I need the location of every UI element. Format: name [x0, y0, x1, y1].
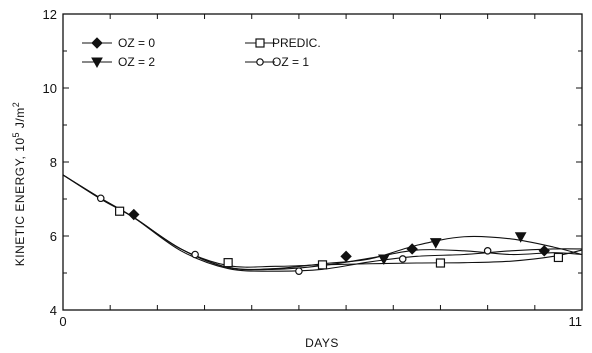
series-marker-0 — [128, 208, 140, 221]
y-tick-label: 8 — [50, 155, 57, 170]
axis-tick-labels: 4 6 8 10 12 0 11 — [43, 7, 582, 329]
legend-label: OZ = 2 — [118, 55, 155, 69]
y-tick-label: 6 — [50, 229, 57, 244]
series-marker-3 — [96, 194, 105, 203]
series-marker-1 — [429, 238, 442, 249]
y-axis-label-unit: J/m — [13, 107, 27, 132]
y-tick-label: 4 — [50, 303, 57, 318]
y-axis-label-main: KINETIC ENERGY, 10 — [13, 137, 27, 266]
y-axis-label-exponent: 5 — [11, 132, 21, 138]
series-marker-3 — [295, 267, 303, 275]
legend-label: PREDIC. — [272, 36, 321, 50]
y-tick-label: 10 — [43, 81, 57, 96]
series-marker-0 — [538, 245, 550, 257]
x-tick-label: 0 — [59, 314, 66, 329]
axis-ticks — [63, 13, 582, 311]
x-axis-label: DAYS — [305, 336, 339, 350]
series-marker-2 — [223, 258, 233, 268]
series-marker-2 — [435, 258, 446, 268]
series-line-3 — [62, 174, 583, 272]
series-marker-0 — [406, 243, 418, 255]
y-axis-label: KINETIC ENERGY, 105 J/m2 — [11, 102, 27, 267]
series-marker-3 — [398, 255, 407, 263]
legend-label: OZ = 0 — [118, 36, 155, 50]
legend-marker — [91, 57, 103, 69]
legend-marker — [256, 58, 264, 66]
y-tick-label: 12 — [43, 7, 57, 22]
series-marker-3 — [191, 250, 199, 259]
series-marker-0 — [340, 250, 352, 263]
series-marker-2 — [115, 206, 125, 216]
legend-marker — [91, 37, 103, 49]
legend-label: OZ = 1 — [272, 55, 309, 69]
legend: OZ = 0 OZ = 2 PREDIC. OZ = 1 — [82, 36, 321, 69]
series-lines — [62, 174, 583, 272]
series-marker-1 — [514, 232, 527, 243]
series-marker-1 — [377, 254, 390, 265]
x-tick-label: 11 — [569, 314, 583, 329]
series-markers — [96, 194, 564, 275]
series-line-2 — [62, 174, 583, 268]
series-marker-2 — [317, 260, 328, 270]
legend-marker — [255, 38, 265, 48]
series-marker-2 — [553, 252, 564, 263]
y-axis-label-unit-exponent: 2 — [11, 102, 21, 108]
series-marker-3 — [483, 247, 492, 255]
